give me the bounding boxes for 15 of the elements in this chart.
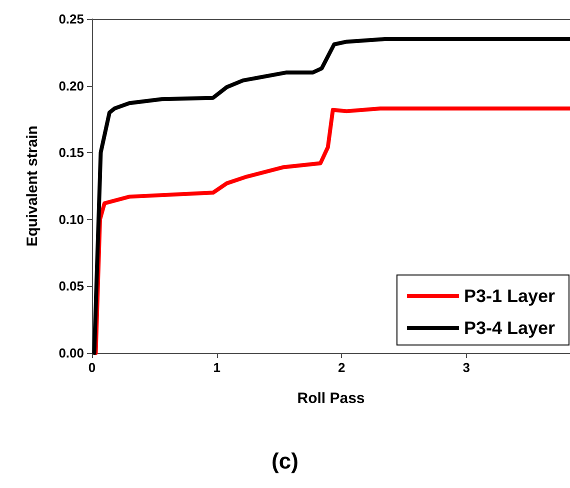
text: (c) — [272, 448, 298, 474]
x-tick-label: 3 — [462, 360, 470, 375]
x-axis-title: Roll Pass — [297, 390, 365, 407]
x-tick-label: 1 — [213, 360, 220, 375]
y-tick-label: 0.20 — [58, 78, 84, 94]
y-tick-label: 0.00 — [58, 346, 84, 360]
y-axis-title: Equivalent strain — [24, 126, 41, 246]
x-tick-label: 2 — [338, 360, 346, 375]
y-tick-label: 0.10 — [58, 212, 84, 227]
x-tick-label: 0 — [88, 360, 96, 375]
legend-label: P3-1 Layer — [464, 286, 556, 306]
legend-label: P3-4 Layer — [464, 318, 556, 338]
y-tick-label: 0.05 — [58, 278, 84, 294]
y-tick-label: 0.15 — [58, 145, 84, 160]
y-tick-label: 0.25 — [58, 12, 84, 26]
